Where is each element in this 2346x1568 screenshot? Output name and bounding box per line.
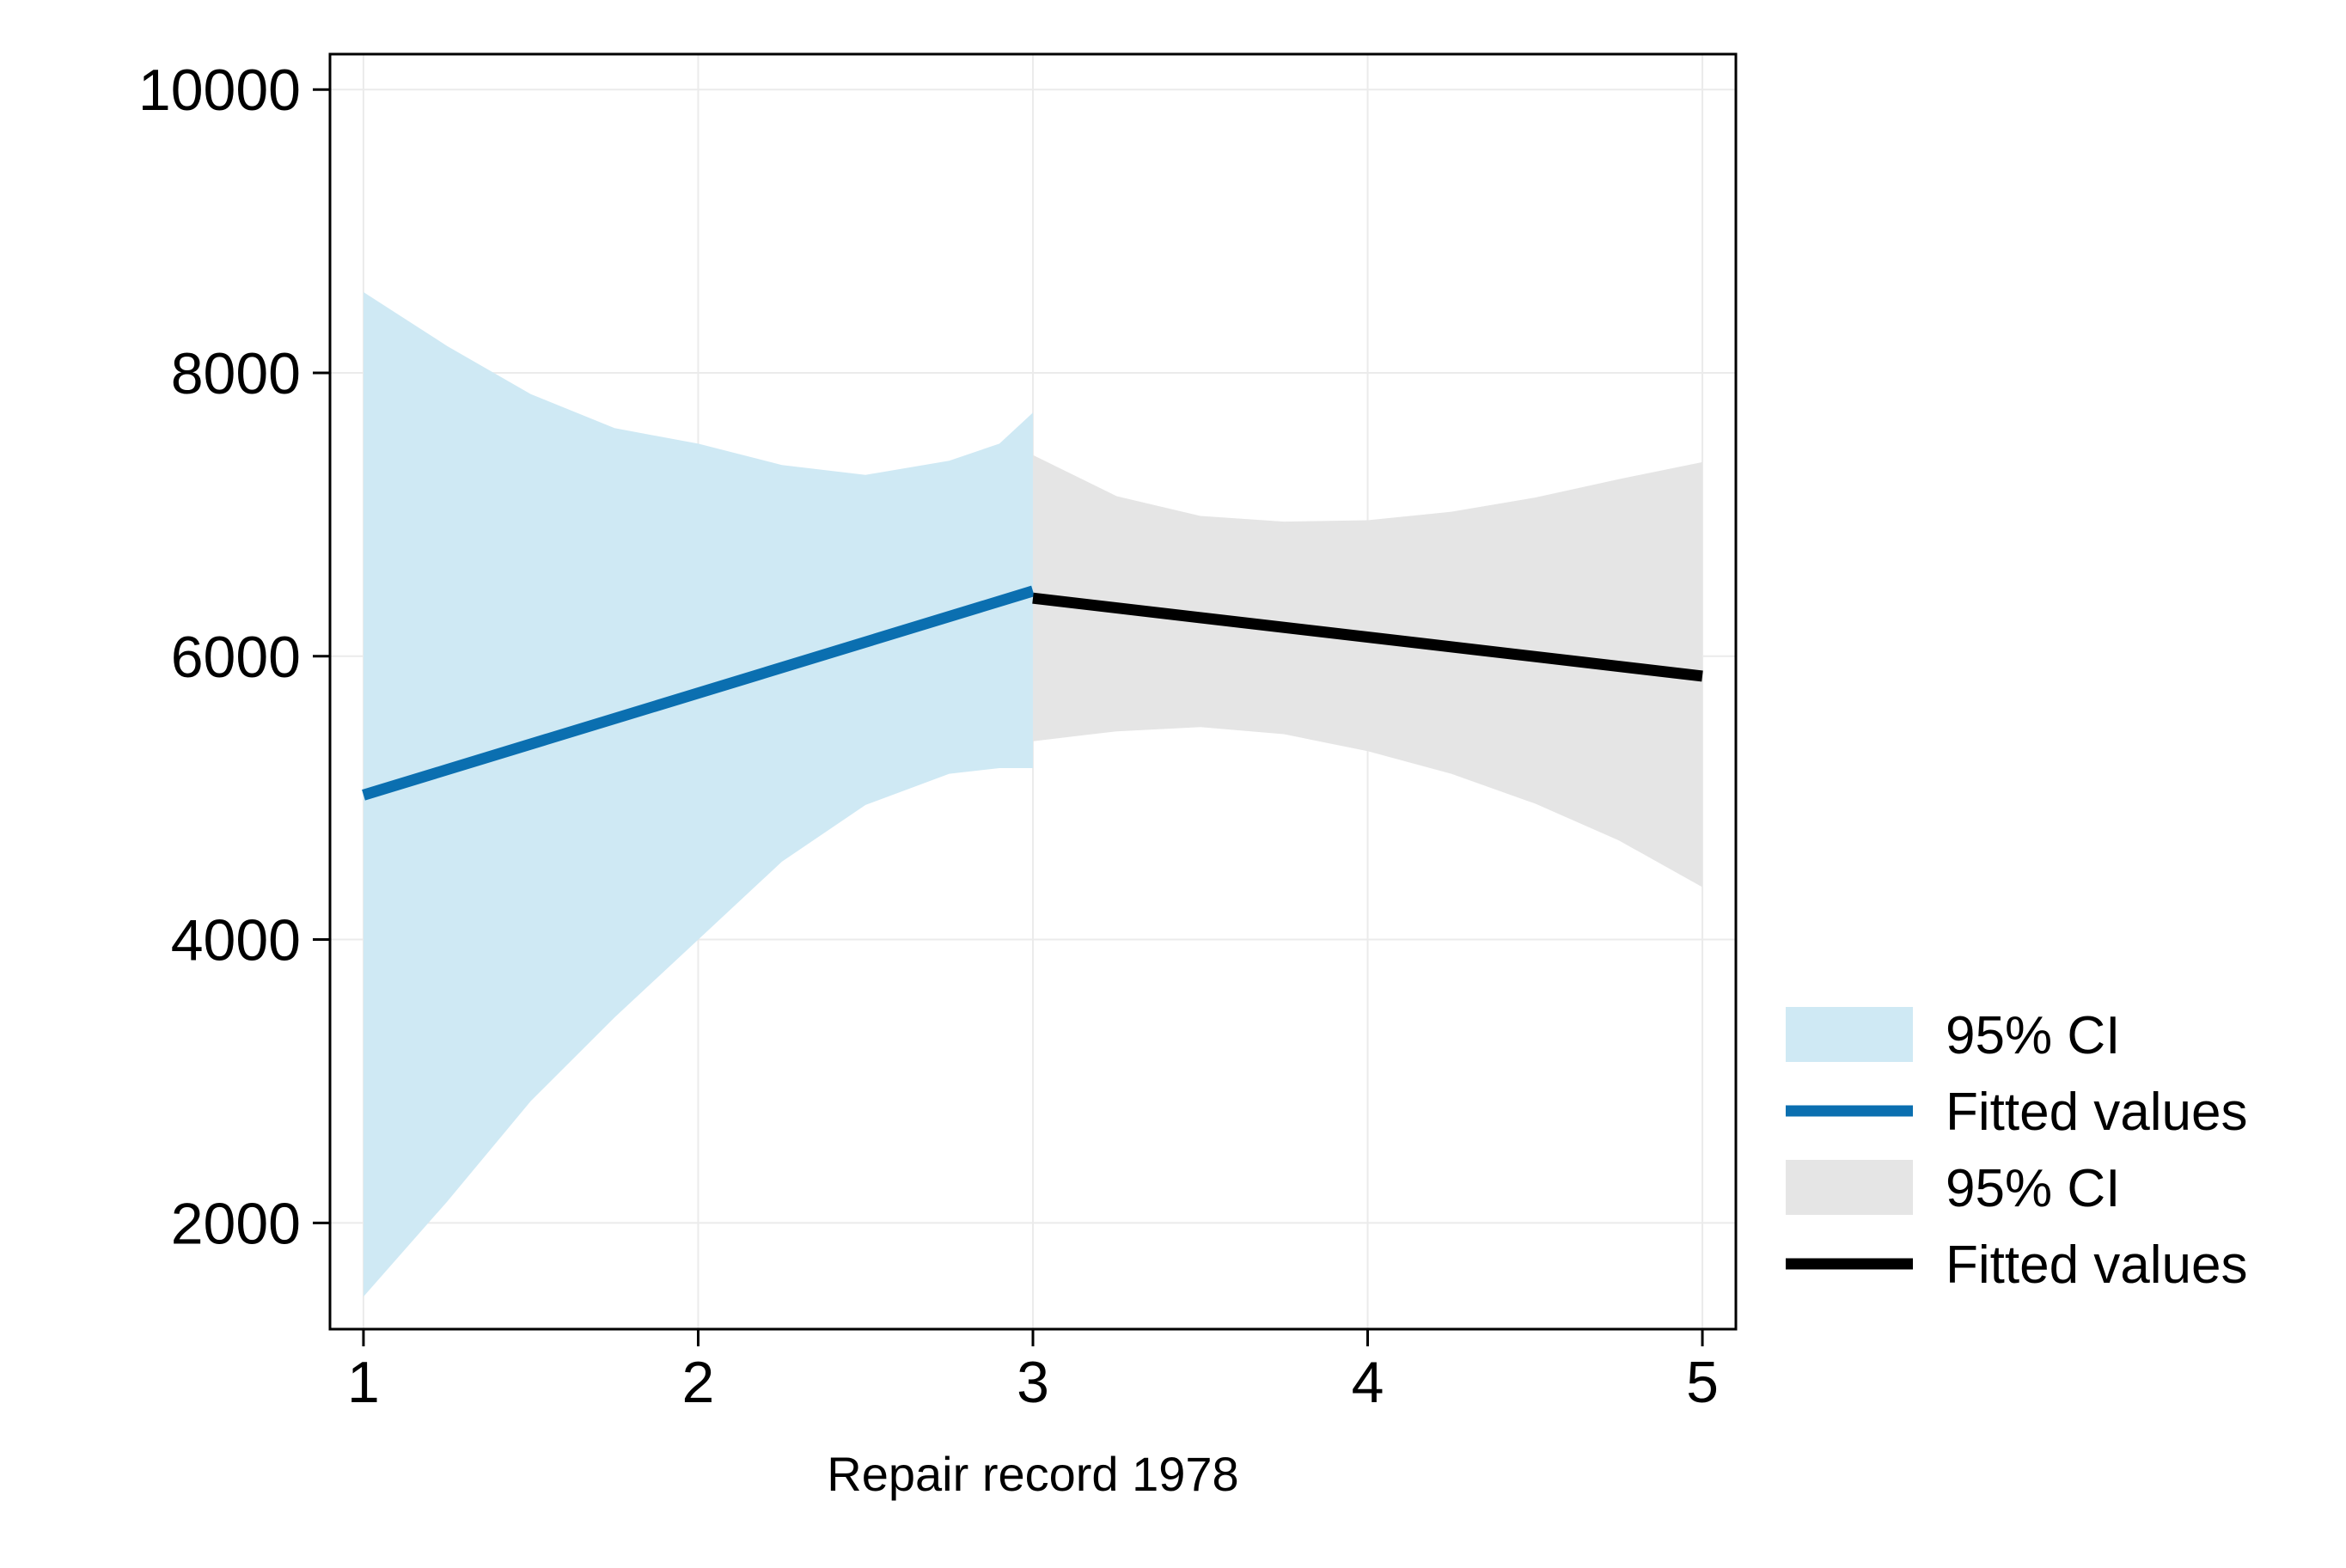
fitted-line-1 (362, 585, 1035, 801)
legend-item: 95% CI (1786, 1159, 2120, 1218)
y-tick-label: 6000 (171, 625, 301, 690)
legend-item: 95% CI (1786, 1006, 2120, 1065)
x-tick-label: 4 (1352, 1350, 1384, 1415)
legend-label: 95% CI (1946, 1159, 2120, 1218)
legend-label: Fitted values (1946, 1083, 2248, 1142)
legend-item: Fitted values (1786, 1083, 2248, 1142)
x-tick-label: 2 (682, 1350, 715, 1415)
x-tick-label: 5 (1686, 1350, 1719, 1415)
legend-swatch-band (1786, 1160, 1913, 1215)
legend-swatch-band (1786, 1007, 1913, 1062)
legend-label: Fitted values (1946, 1235, 2248, 1295)
x-tick-label: 3 (1017, 1350, 1049, 1415)
y-tick-label: 4000 (171, 908, 301, 973)
ci-bands (364, 292, 1702, 1297)
legend-label: 95% CI (1946, 1006, 2120, 1065)
axes: 1 2 3 4 5 2000 4000 6000 8000 10000 (138, 58, 1719, 1415)
y-tick-label: 2000 (171, 1191, 301, 1256)
ci-band-2 (1033, 455, 1702, 888)
fitted-line-3 (1032, 592, 1703, 682)
legend-item: Fitted values (1786, 1235, 2248, 1295)
y-tick-label: 10000 (138, 58, 301, 123)
x-axis-label: Repair record 1978 (827, 1447, 1238, 1501)
ci-band-0 (364, 292, 1033, 1297)
x-tick-label: 1 (347, 1350, 380, 1415)
legend: 95% CI Fitted values 95% CI Fitted values (1786, 1006, 2248, 1295)
y-tick-label: 8000 (171, 341, 301, 406)
fitted-lines (362, 585, 1703, 801)
